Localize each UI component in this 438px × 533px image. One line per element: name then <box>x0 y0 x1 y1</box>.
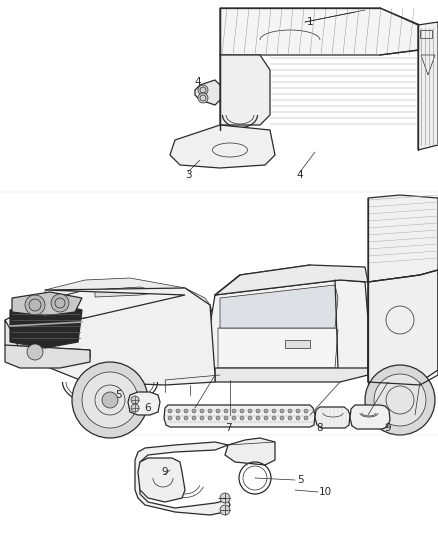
Polygon shape <box>138 458 185 502</box>
Circle shape <box>168 409 172 413</box>
Circle shape <box>248 416 252 420</box>
Polygon shape <box>170 125 275 168</box>
Text: 9: 9 <box>162 467 168 477</box>
Polygon shape <box>218 328 338 368</box>
Circle shape <box>184 409 188 413</box>
Polygon shape <box>5 345 90 368</box>
Circle shape <box>208 409 212 413</box>
Circle shape <box>168 416 172 420</box>
Circle shape <box>216 409 220 413</box>
Circle shape <box>272 416 276 420</box>
Circle shape <box>264 416 268 420</box>
Text: 10: 10 <box>318 487 332 497</box>
Polygon shape <box>218 268 336 323</box>
Circle shape <box>216 416 220 420</box>
Polygon shape <box>10 288 215 385</box>
Polygon shape <box>195 80 220 105</box>
Circle shape <box>131 396 139 404</box>
Polygon shape <box>95 287 160 297</box>
Text: 4: 4 <box>194 77 201 87</box>
Circle shape <box>72 362 148 438</box>
Text: 3: 3 <box>185 170 191 180</box>
Circle shape <box>248 409 252 413</box>
Circle shape <box>200 409 204 413</box>
Circle shape <box>198 93 208 103</box>
Circle shape <box>272 409 276 413</box>
Text: 1: 1 <box>307 17 313 27</box>
Text: 8: 8 <box>317 423 323 433</box>
Text: 5: 5 <box>115 390 121 400</box>
Polygon shape <box>220 55 270 125</box>
Polygon shape <box>192 305 212 322</box>
Text: 6: 6 <box>145 403 151 413</box>
Circle shape <box>102 392 118 408</box>
Polygon shape <box>45 278 210 305</box>
Polygon shape <box>315 407 350 428</box>
Circle shape <box>365 365 435 435</box>
Polygon shape <box>5 320 90 360</box>
Circle shape <box>224 409 228 413</box>
Bar <box>285 340 310 348</box>
Circle shape <box>192 409 196 413</box>
Circle shape <box>264 409 268 413</box>
Circle shape <box>240 409 244 413</box>
Circle shape <box>200 416 204 420</box>
Circle shape <box>27 344 43 360</box>
Polygon shape <box>128 392 160 415</box>
Circle shape <box>296 409 300 413</box>
Circle shape <box>176 409 180 413</box>
Polygon shape <box>5 288 215 345</box>
Circle shape <box>208 416 212 420</box>
Polygon shape <box>210 280 368 375</box>
Circle shape <box>304 416 308 420</box>
Circle shape <box>232 416 236 420</box>
Circle shape <box>256 416 260 420</box>
Circle shape <box>176 416 180 420</box>
Polygon shape <box>10 302 82 348</box>
Circle shape <box>51 294 69 312</box>
Circle shape <box>184 416 188 420</box>
Polygon shape <box>368 195 438 282</box>
Polygon shape <box>12 292 82 316</box>
Text: 4: 4 <box>297 170 303 180</box>
Circle shape <box>198 85 208 95</box>
Circle shape <box>220 505 230 515</box>
Polygon shape <box>215 265 340 325</box>
Circle shape <box>304 409 308 413</box>
Circle shape <box>224 416 228 420</box>
Polygon shape <box>135 442 230 515</box>
Polygon shape <box>215 368 368 382</box>
Text: 7: 7 <box>225 423 231 433</box>
Text: 9: 9 <box>385 423 391 433</box>
Circle shape <box>280 416 284 420</box>
Polygon shape <box>418 22 438 150</box>
Circle shape <box>288 409 292 413</box>
Circle shape <box>232 409 236 413</box>
Circle shape <box>240 416 244 420</box>
Circle shape <box>280 409 284 413</box>
Circle shape <box>25 295 45 315</box>
Circle shape <box>288 416 292 420</box>
Polygon shape <box>164 405 315 427</box>
Polygon shape <box>350 405 390 429</box>
Polygon shape <box>225 438 275 465</box>
Circle shape <box>192 416 196 420</box>
Polygon shape <box>220 8 420 55</box>
Circle shape <box>374 374 426 426</box>
Polygon shape <box>368 270 438 385</box>
Circle shape <box>131 404 139 412</box>
Text: 5: 5 <box>297 475 303 485</box>
Circle shape <box>256 409 260 413</box>
Circle shape <box>296 416 300 420</box>
Circle shape <box>220 493 230 503</box>
Polygon shape <box>215 265 368 295</box>
Polygon shape <box>220 285 338 328</box>
Bar <box>420 30 432 38</box>
Circle shape <box>82 372 138 428</box>
